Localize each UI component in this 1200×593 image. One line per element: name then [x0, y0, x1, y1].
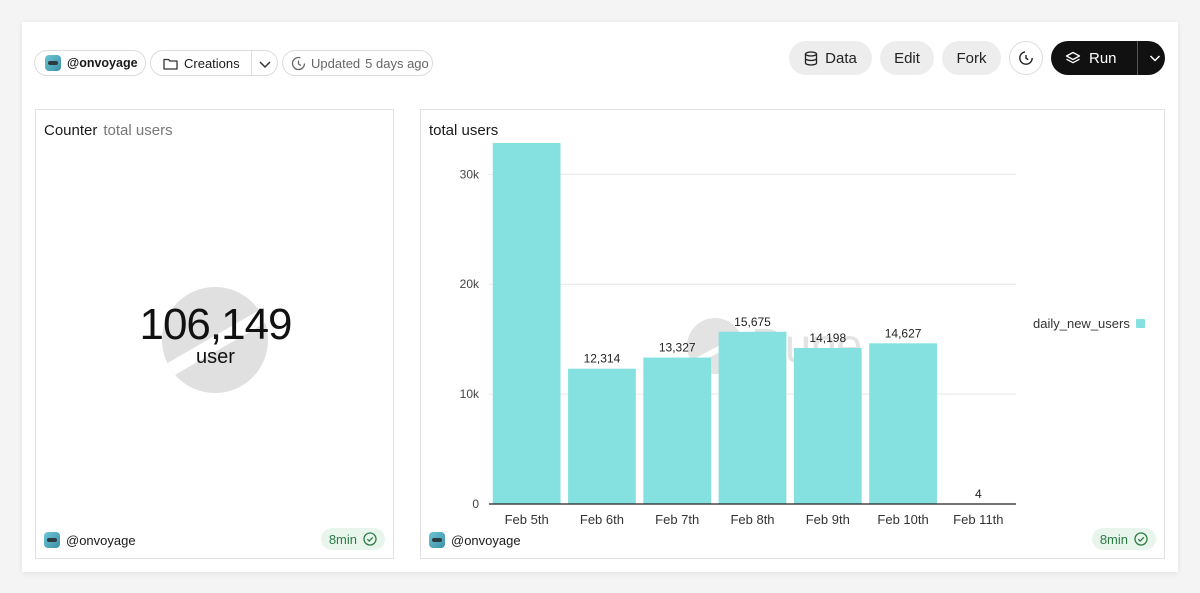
y-tick-label: 0: [472, 497, 479, 511]
counter-subtitle: total users: [103, 122, 173, 139]
bar: [718, 331, 787, 504]
data-label: 14,198: [809, 331, 846, 345]
bar: [492, 143, 561, 504]
data-button-label: Data: [825, 49, 857, 67]
updated-label: Updated: [311, 55, 361, 71]
data-label: 15,675: [734, 315, 771, 329]
dune-logo-watermark: [162, 287, 268, 393]
check-circle-icon: [1134, 532, 1148, 546]
y-tick-label: 10k: [460, 387, 480, 401]
y-tick-label: 30k: [460, 167, 480, 181]
x-tick-label: Feb 10th: [877, 512, 928, 527]
check-circle-icon: [363, 532, 377, 546]
chevron-down-icon: [1149, 55, 1161, 62]
data-label: 4: [975, 487, 982, 501]
y-tick-label: 20k: [460, 277, 480, 291]
chart-owner[interactable]: @onvoyage: [429, 532, 521, 548]
x-tick-label: Feb 11th: [953, 512, 1003, 527]
run-button[interactable]: Run: [1051, 41, 1130, 75]
data-label: 14,627: [885, 326, 922, 340]
run-button-label: Run: [1089, 49, 1117, 67]
chart-title: total users: [429, 122, 499, 139]
refresh-badge: 8min: [1091, 528, 1156, 550]
schedule-button[interactable]: [1009, 41, 1043, 75]
chart-legend[interactable]: daily_new_users: [1033, 316, 1145, 331]
x-tick-label: Feb 6th: [580, 512, 624, 527]
legend-swatch: [1135, 319, 1145, 328]
x-tick-label: Feb 7th: [655, 512, 699, 527]
counter-panel-title: Counter total users: [44, 122, 173, 139]
dashboard-card: @onvoyage Creations Updated 5 days ago D…: [22, 22, 1178, 572]
fork-button-label: Fork: [956, 49, 987, 67]
data-label: 12,314: [584, 352, 621, 366]
counter-owner[interactable]: @onvoyage: [44, 532, 136, 548]
counter-unit: user: [196, 346, 235, 368]
legend-label: daily_new_users: [1033, 316, 1130, 331]
x-tick-label: Feb 8th: [730, 512, 774, 527]
bar: [869, 343, 937, 504]
x-tick-label: Feb 5th: [505, 512, 549, 527]
bar: [568, 368, 636, 504]
edit-button[interactable]: Edit: [880, 41, 934, 75]
schedule-clock-icon: [1019, 51, 1033, 65]
counter-panel: Counter total users 106,149 user @onvoyag…: [35, 109, 394, 559]
run-button-group[interactable]: Run: [1051, 41, 1165, 75]
counter-owner-handle: @onvoyage: [66, 532, 136, 548]
pill-divider: [251, 51, 252, 75]
owner-handle: @onvoyage: [67, 56, 138, 70]
bar: [643, 357, 712, 504]
run-options-dropdown[interactable]: [1145, 41, 1165, 75]
layers-icon: [1065, 51, 1081, 64]
refresh-time: 8min: [328, 531, 357, 547]
refresh-badge: 8min: [320, 528, 385, 550]
data-label: 13,327: [659, 341, 696, 355]
refresh-time: 8min: [1099, 531, 1128, 547]
data-button[interactable]: Data: [789, 41, 872, 75]
updated-pill: Updated 5 days ago: [282, 50, 433, 76]
database-icon: [805, 50, 818, 66]
folder-icon: [163, 58, 178, 70]
clock-icon: [291, 56, 306, 70]
creations-label: Creations: [184, 55, 240, 71]
chevron-down-icon[interactable]: [257, 56, 273, 72]
edit-button-label: Edit: [894, 49, 920, 67]
chart-owner-handle: @onvoyage: [451, 532, 521, 548]
run-separator: [1137, 41, 1138, 75]
creations-dropdown[interactable]: Creations: [150, 50, 278, 76]
avatar: [429, 532, 445, 548]
counter-value: 106,149: [139, 300, 292, 349]
x-tick-label: Feb 9th: [806, 512, 850, 527]
bar: [793, 347, 862, 504]
counter-title: Counter: [44, 122, 98, 139]
avatar: [45, 55, 61, 71]
owner-pill[interactable]: @onvoyage: [34, 50, 146, 76]
updated-value: 5 days ago: [365, 55, 429, 71]
chart-panel: total users Dune 010k20k30k32,855Feb 5th…: [420, 109, 1165, 559]
avatar: [44, 532, 60, 548]
fork-button[interactable]: Fork: [942, 41, 1001, 75]
